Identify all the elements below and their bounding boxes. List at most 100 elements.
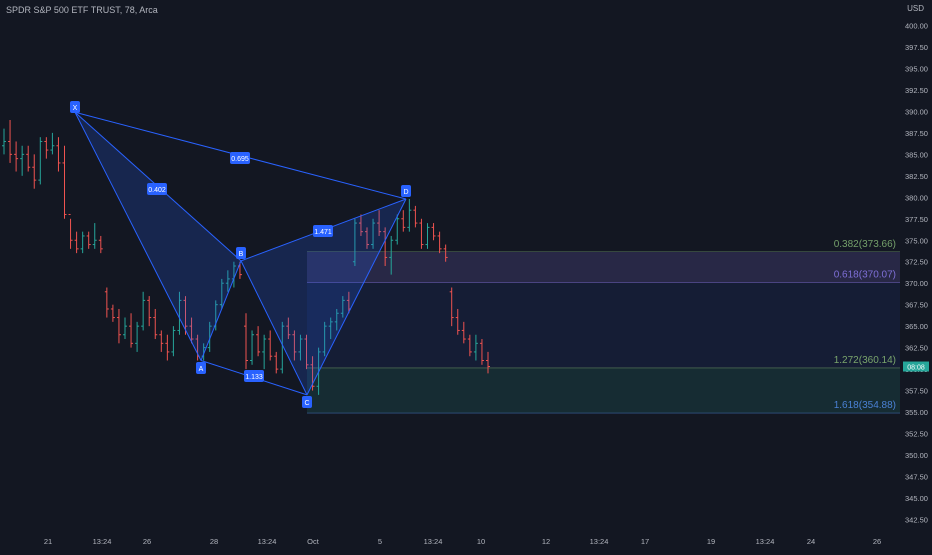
price-bar — [2, 128, 6, 155]
price-bar — [165, 334, 170, 361]
price-bar — [395, 214, 400, 245]
leg-xa — [74, 112, 202, 361]
time-tick: 26 — [873, 537, 881, 546]
price-bar — [431, 223, 436, 241]
price-bar — [26, 145, 31, 172]
price-bar — [183, 296, 188, 335]
price-bar — [401, 210, 406, 232]
price-bar — [280, 321, 285, 374]
ratio-label: 1.471 — [313, 225, 333, 237]
price-bar — [129, 313, 134, 348]
symbol-title: SPDR S&P 500 ETF TRUST, 78, Arca — [6, 5, 158, 15]
price-bar — [56, 137, 61, 172]
price-bar — [389, 235, 394, 275]
time-tick: 17 — [641, 537, 649, 546]
price-bar — [262, 334, 267, 370]
price-bar — [92, 223, 97, 249]
price-bar — [425, 223, 430, 249]
price-bar — [74, 231, 79, 254]
ratio-label: 0.402 — [147, 183, 167, 195]
price-axis: 400.00 397.50 395.00 392.50 390.00 387.50 385.… — [903, 22, 929, 524]
price-bar — [371, 218, 376, 249]
point-label-c: C — [302, 396, 312, 408]
price-tick: 397.50 — [905, 43, 928, 52]
time-tick: 24 — [807, 537, 815, 546]
price-bar — [68, 213, 73, 249]
pattern-triangle-xab — [75, 112, 241, 361]
price-bar — [377, 210, 382, 236]
price-bar — [8, 119, 13, 163]
price-tick: 385.00 — [905, 150, 928, 159]
price-bar — [437, 231, 442, 254]
time-tick: 28 — [210, 537, 218, 546]
svg-text:0.402: 0.402 — [148, 187, 166, 194]
price-tick: 392.50 — [905, 86, 928, 95]
svg-text:08:08: 08:08 — [907, 365, 925, 372]
price-bar — [116, 308, 121, 344]
price-bar — [473, 334, 478, 361]
price-bar — [365, 227, 369, 249]
price-bar — [177, 291, 182, 335]
price-bar — [461, 321, 466, 344]
time-tick: 21 — [44, 537, 52, 546]
svg-text:1.471: 1.471 — [314, 229, 332, 236]
price-bar — [98, 235, 103, 254]
price-tick: 357.50 — [905, 387, 928, 396]
price-bar — [86, 231, 91, 249]
point-label-x: X — [70, 101, 80, 113]
price-bar — [62, 145, 67, 219]
price-bar — [189, 317, 194, 344]
ratio-label: 1.133 — [244, 370, 264, 382]
price-bar — [486, 351, 490, 374]
fib-zone-1 — [307, 282, 900, 368]
current-price-tag: 08:08 — [903, 361, 929, 372]
price-bar — [419, 218, 424, 249]
price-bar — [352, 218, 357, 267]
price-bar — [32, 154, 37, 189]
price-bar — [135, 321, 140, 352]
price-tick: 350.00 — [905, 451, 928, 460]
price-bar — [244, 313, 248, 370]
leg-bc — [240, 260, 308, 396]
price-tick: 380.00 — [905, 193, 928, 202]
price-tick: 362.50 — [905, 344, 928, 353]
price-bar — [268, 330, 273, 361]
price-bar — [298, 334, 303, 361]
price-tick: 355.00 — [905, 408, 928, 417]
price-tick: 365.00 — [905, 322, 928, 331]
time-tick: 13:24 — [424, 537, 443, 546]
time-tick: 5 — [378, 537, 382, 546]
price-bar — [159, 330, 164, 352]
svg-text:B: B — [239, 251, 244, 258]
point-label-a: A — [196, 362, 206, 374]
leg-ab — [200, 260, 242, 361]
time-axis: 21 13:24 26 28 13:24 Oct 5 13:24 10 12 13:24 17 19 13… — [44, 537, 881, 546]
price-bar — [225, 270, 230, 292]
price-bar — [50, 132, 55, 155]
currency-label: USD — [907, 4, 924, 13]
svg-text:D: D — [403, 189, 408, 196]
pattern-triangle-bcd — [241, 199, 406, 395]
price-bar — [304, 334, 309, 370]
price-bar — [44, 137, 49, 159]
price-tick: 395.00 — [905, 64, 928, 73]
price-bar — [383, 227, 388, 267]
ratio-label: 0.695 — [230, 152, 250, 164]
price-bar — [340, 296, 345, 318]
fib-labels: 0.382(373.66) 0.618(370.07) 1.272(360.14) 1… — [834, 239, 896, 411]
svg-text:0.695: 0.695 — [231, 156, 249, 163]
price-bar — [443, 244, 448, 262]
time-tick: 13:24 — [756, 537, 775, 546]
time-tick: 13:24 — [590, 537, 609, 546]
price-bar — [274, 351, 279, 374]
point-label-b: B — [236, 247, 246, 259]
fib-zone-0 — [307, 251, 900, 283]
fib-label-0.382: 0.382(373.66) — [834, 239, 896, 250]
fib-label-0.618: 0.618(370.07) — [834, 270, 896, 281]
point-label-d: D — [401, 185, 411, 197]
price-tick: 372.50 — [905, 258, 928, 267]
price-bar — [455, 308, 460, 335]
price-bar — [147, 296, 152, 327]
